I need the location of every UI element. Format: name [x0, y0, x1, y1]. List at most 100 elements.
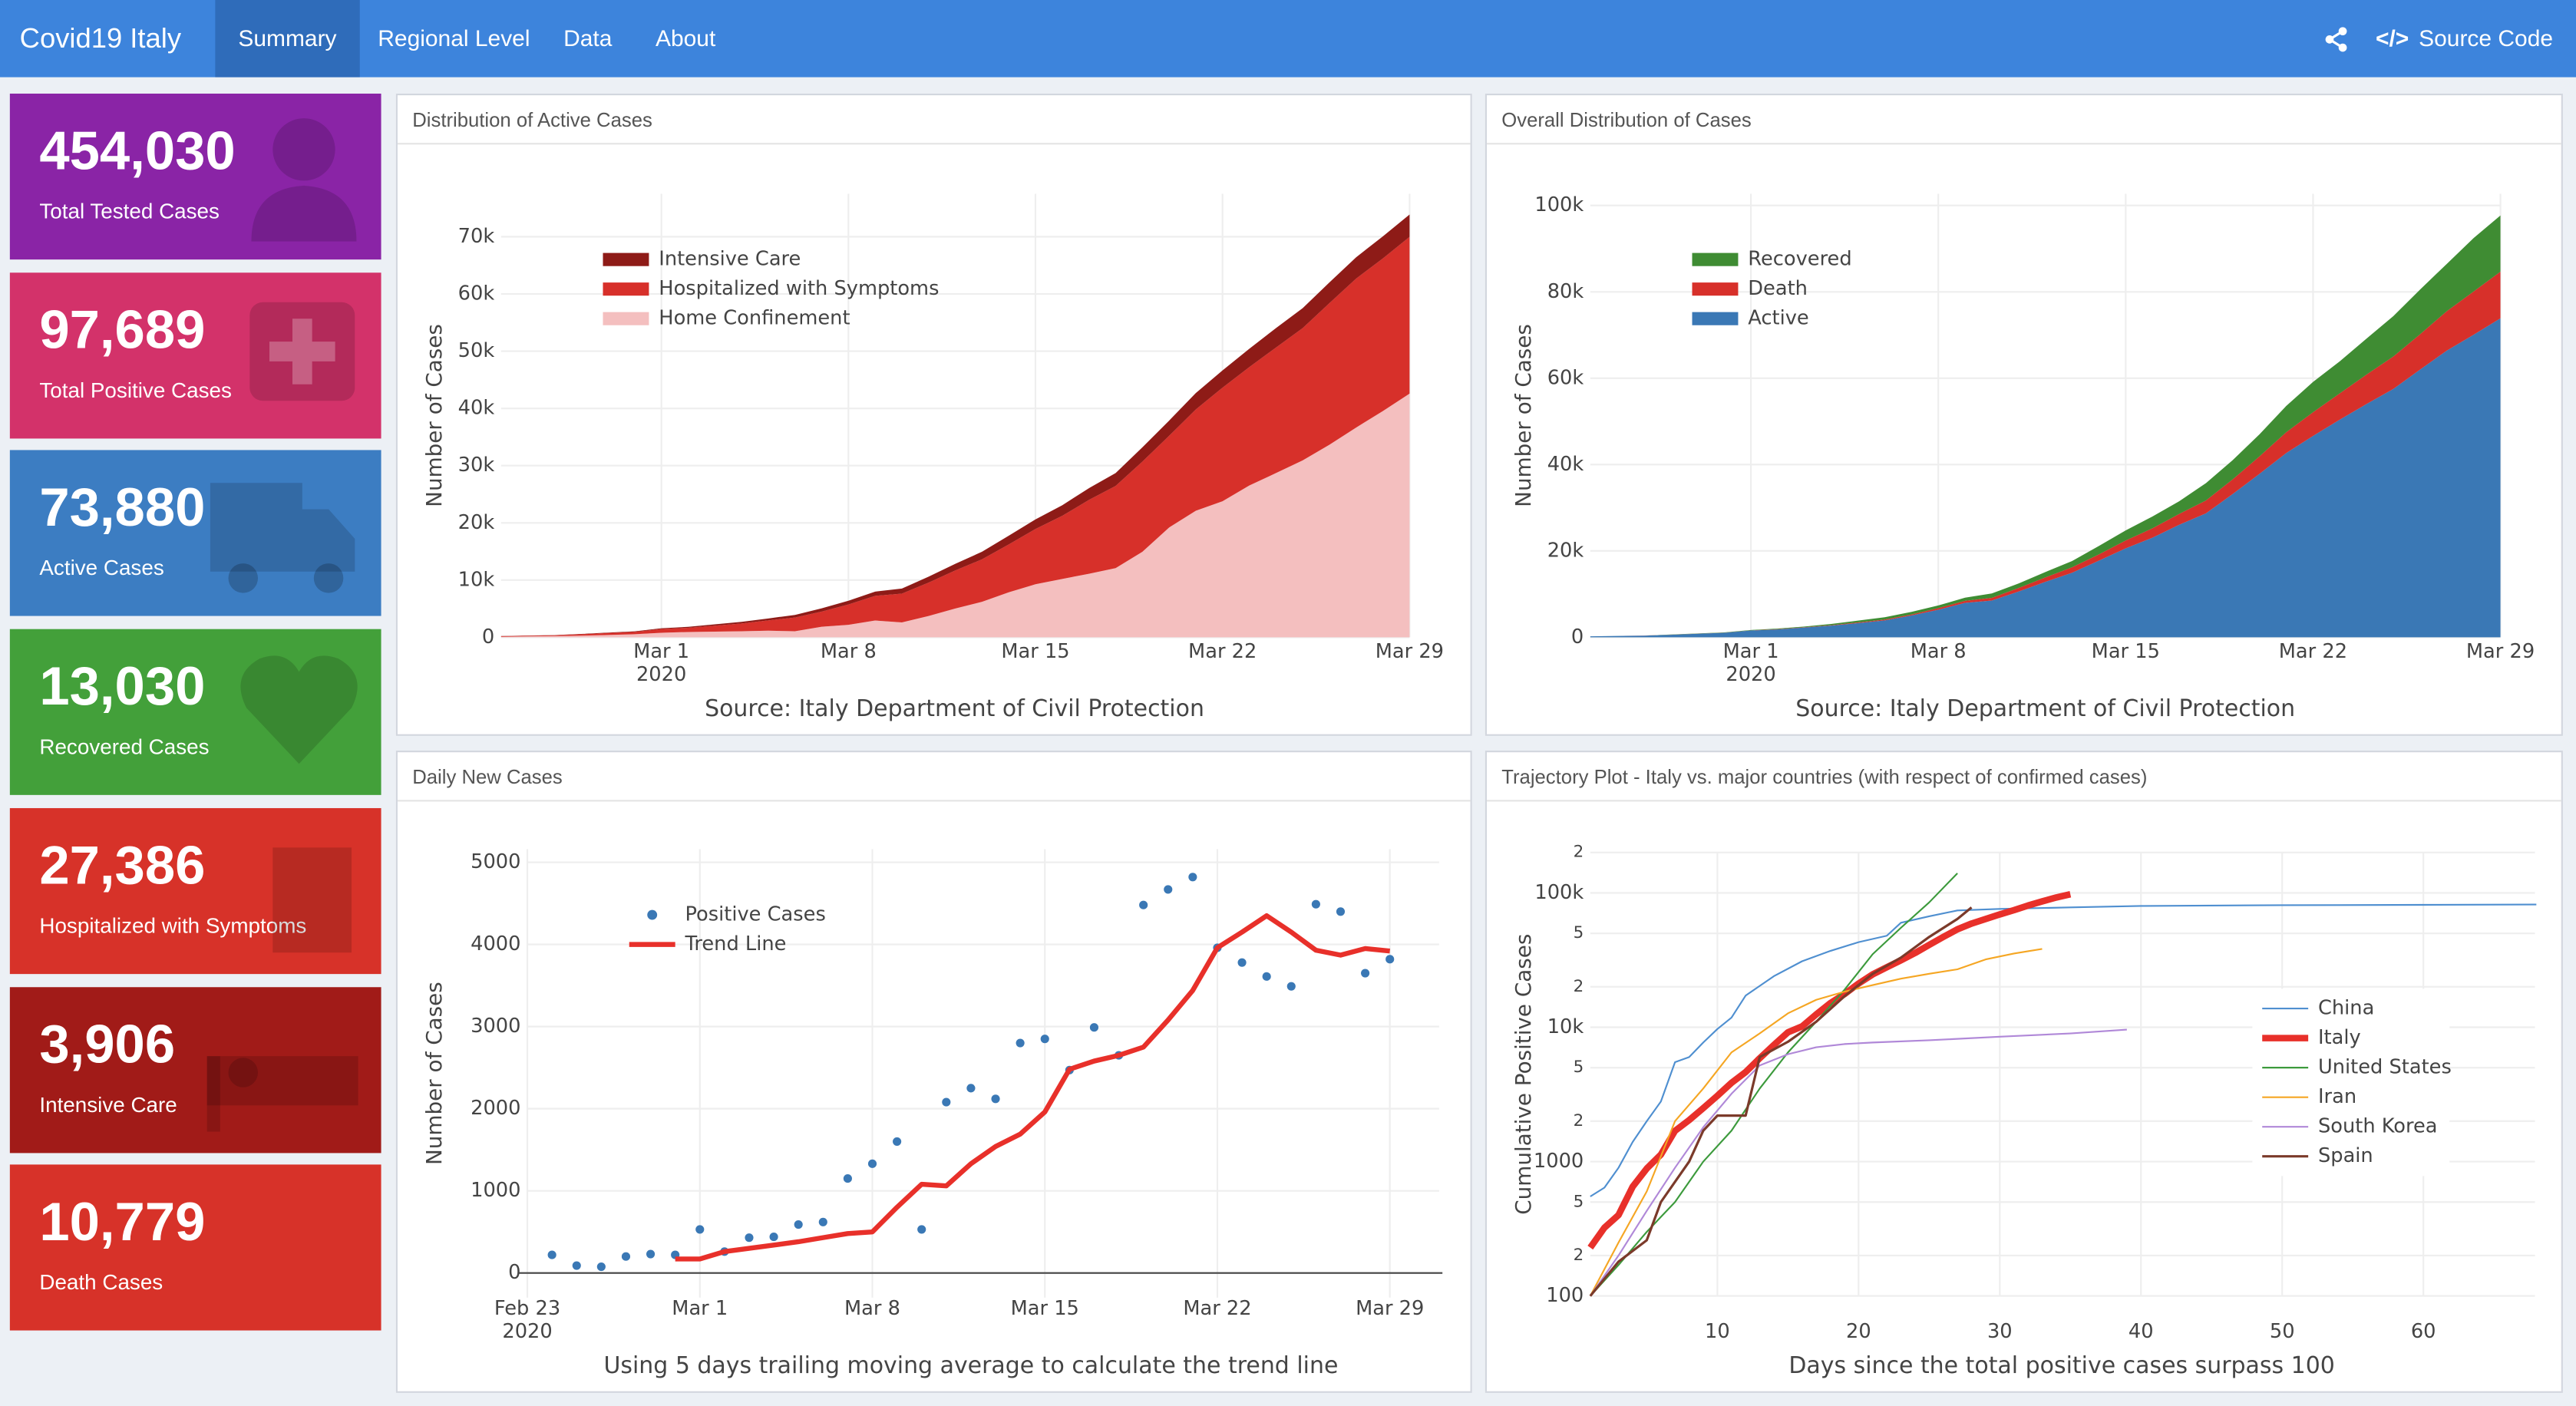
- value-box: 13,030 Recovered Cases: [9, 629, 381, 795]
- y-tick-label: 10k: [458, 568, 495, 591]
- point: [867, 1159, 877, 1168]
- box-value: 97,689: [39, 299, 206, 360]
- box-label: Intensive Care: [39, 1092, 177, 1117]
- line: [1587, 891, 2072, 1250]
- box-value: 3,906: [39, 1013, 176, 1074]
- legend-label: Trend Line: [685, 932, 787, 955]
- share-icon[interactable]: [2323, 26, 2349, 52]
- y-tick-label: 5: [1574, 1192, 1584, 1211]
- legend-label: Hospitalized with Symptoms: [659, 277, 939, 300]
- line: [1590, 873, 1958, 1297]
- x-tick-label: Mar 22: [2279, 640, 2347, 663]
- legend-label: Recovered: [1748, 248, 1851, 271]
- point: [1089, 1023, 1099, 1032]
- point: [1336, 907, 1346, 916]
- box-label: Recovered Cases: [39, 734, 210, 759]
- point: [547, 1250, 556, 1259]
- point: [769, 1232, 778, 1242]
- brand[interactable]: Covid19 Italy: [19, 22, 182, 54]
- point: [917, 1225, 926, 1234]
- y-axis-title: Cumulative Positive Cases: [1511, 934, 1536, 1215]
- source-code-link[interactable]: </> Source Code: [2375, 25, 2554, 51]
- y-tick-label: 0: [508, 1261, 520, 1284]
- point: [596, 1262, 606, 1272]
- point: [818, 1217, 827, 1226]
- point: [646, 1249, 656, 1259]
- panel-title: Daily New Cases: [397, 752, 1471, 802]
- point: [1139, 900, 1148, 909]
- panel: Daily New Cases: [395, 751, 1472, 1393]
- x-tick-label: Mar 22: [1183, 1297, 1251, 1320]
- y-tick-label: 5000: [471, 850, 520, 873]
- legend-label: Italy: [2318, 1026, 2361, 1049]
- caption: Source: Italy Department of Civil Protec…: [1795, 695, 2295, 722]
- y-tick-label: 1000: [471, 1179, 520, 1202]
- legend-swatch: [603, 312, 649, 325]
- x-tick-label: 40: [2129, 1320, 2154, 1343]
- y-tick-label: 60k: [458, 282, 495, 305]
- point: [1040, 1035, 1049, 1044]
- caption: Using 5 days trailing moving average to …: [603, 1352, 1338, 1379]
- y-tick-label: 40k: [458, 397, 495, 420]
- legend-swatch: [647, 909, 658, 920]
- point: [1286, 982, 1296, 991]
- x-tick-label: 60: [2411, 1320, 2436, 1343]
- nav-tab[interactable]: Data: [563, 25, 613, 51]
- box-label: Hospitalized with Symptoms: [39, 913, 307, 939]
- box-icon: [251, 118, 357, 242]
- y-tick-label: 2: [1574, 977, 1584, 996]
- panel-title: Trajectory Plot - Italy vs. major countr…: [1486, 752, 2561, 802]
- box-icon: [240, 655, 358, 764]
- panel-title: Distribution of Active Cases: [397, 95, 1471, 145]
- point: [1237, 958, 1247, 967]
- point: [1385, 955, 1395, 964]
- value-box: 97,689 Total Positive Cases: [9, 272, 381, 439]
- y-tick-label: 20k: [458, 511, 495, 534]
- box-icon: [210, 483, 355, 593]
- y-tick-label: 100k: [1534, 193, 1584, 216]
- box-icon: [206, 1056, 358, 1132]
- x-tick-label: Mar 8: [821, 640, 877, 663]
- nav-tab[interactable]: About: [655, 25, 716, 51]
- point: [893, 1137, 902, 1146]
- area: [500, 236, 1410, 637]
- y-tick-label: 3000: [471, 1015, 520, 1038]
- legend-label: Home Confinement: [659, 307, 850, 330]
- box-value: 13,030: [39, 655, 206, 717]
- x-tick-label: Mar 15: [1011, 1297, 1079, 1320]
- box-icon: [249, 302, 355, 401]
- box-value: 27,386: [39, 834, 206, 896]
- nav-tab[interactable]: Regional Level: [378, 25, 530, 51]
- x-tick-label: Mar 1: [672, 1297, 728, 1320]
- x-tick-label: Mar 15: [1001, 640, 1069, 663]
- line: [1589, 948, 2043, 1297]
- y-tick-label: 10k: [1547, 1015, 1584, 1038]
- legend-label: Active: [1748, 307, 1808, 330]
- box-value: 10,779: [39, 1190, 206, 1252]
- value-box: 27,386 Hospitalized with Symptoms: [9, 807, 381, 975]
- point: [966, 1084, 976, 1093]
- nav-tab[interactable]: Summary: [215, 0, 360, 78]
- legend-label: Spain: [2318, 1144, 2373, 1167]
- y-tick-label: 100: [1546, 1284, 1584, 1307]
- y-tick-label: 5: [1574, 1058, 1584, 1077]
- point: [572, 1261, 581, 1270]
- y-tick-label: 1000: [1534, 1150, 1584, 1173]
- legend-swatch: [1692, 252, 1739, 266]
- y-tick-label: 100k: [1534, 881, 1584, 904]
- x-tick-label: 30: [1987, 1320, 2013, 1343]
- x-axis-title: Days since the total positive cases surp…: [1788, 1352, 2334, 1379]
- x-tick-year: 2020: [1726, 663, 1775, 686]
- source-code-text[interactable]: Source Code: [2419, 25, 2554, 51]
- y-tick-label: 80k: [1547, 280, 1584, 303]
- legend-label: United States: [2318, 1056, 2452, 1079]
- point: [794, 1220, 803, 1229]
- x-tick-label: 20: [1846, 1320, 1871, 1343]
- y-tick-label: 0: [482, 625, 494, 649]
- legend-label: South Korea: [2318, 1115, 2438, 1138]
- line: [1589, 1028, 2127, 1297]
- y-tick-label: 2000: [471, 1097, 520, 1120]
- y-tick-label: 60k: [1547, 366, 1584, 389]
